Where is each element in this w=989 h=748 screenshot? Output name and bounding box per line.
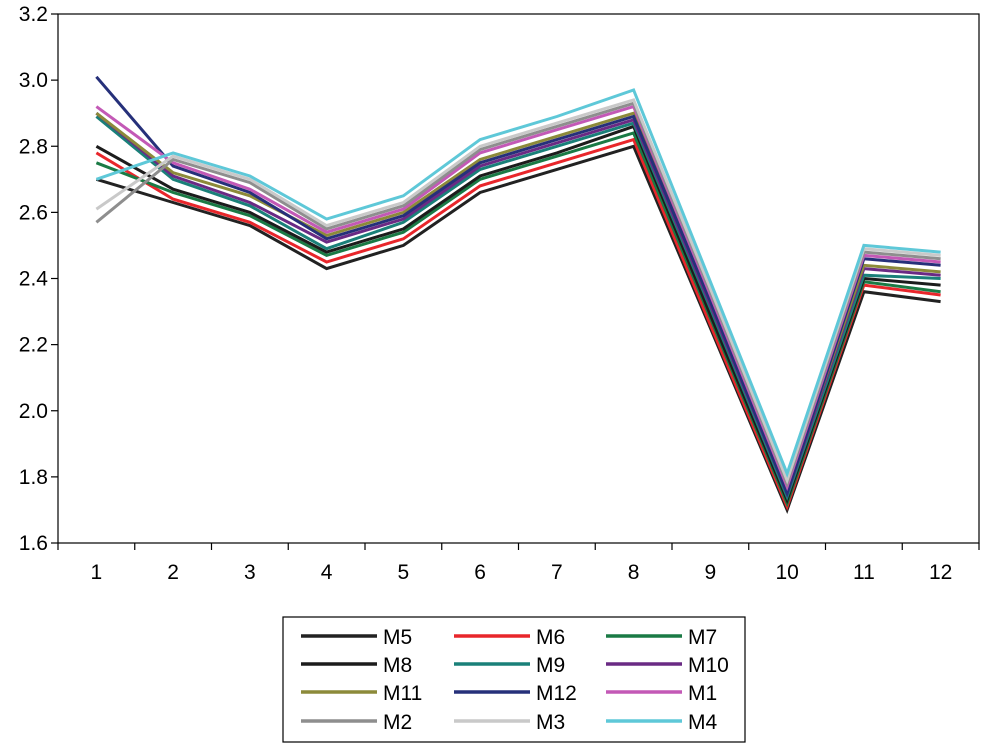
series-line-m12	[95, 75, 941, 498]
legend-label: M9	[536, 654, 565, 677]
x-tick-label: 3	[244, 561, 256, 584]
series-line-m5	[95, 144, 941, 515]
y-tick-label: 3.2	[19, 3, 48, 26]
x-tick-label: 6	[474, 561, 486, 584]
x-tick-label: 2	[167, 561, 179, 584]
y-axis: 1.6 1.8 2.0 2.2 2.4 2.6 2.8 3.0 3.2	[19, 3, 58, 555]
y-tick-label: 2.8	[19, 135, 48, 158]
y-tick-label: 1.8	[19, 466, 48, 489]
legend: M5 M6 M7 M8 M9 M10 M11 M12 M1 M2 M3 M4	[282, 616, 746, 743]
y-tick-label: 2.2	[19, 334, 48, 357]
legend-label: M12	[536, 682, 577, 705]
legend-label: M1	[688, 682, 717, 705]
y-tick-label: 1.6	[19, 532, 48, 555]
x-tick-label: 4	[321, 561, 333, 584]
plot-area	[57, 13, 980, 544]
y-tick-label: 2.6	[19, 201, 48, 224]
x-tick-label: 11	[853, 561, 875, 584]
legend-label: M8	[383, 654, 412, 677]
legend-label: M10	[688, 654, 729, 677]
y-tick-label: 2.4	[19, 268, 49, 291]
legend-label: M5	[383, 626, 412, 649]
series-lines	[95, 75, 941, 515]
x-tick-label: 7	[551, 561, 563, 584]
y-tick-label: 2.0	[19, 400, 48, 423]
x-tick-label: 8	[628, 561, 640, 584]
x-tick-label: 1	[91, 561, 103, 584]
x-tick-label: 10	[775, 561, 798, 584]
series-line-m3	[95, 98, 941, 485]
legend-label: M2	[383, 711, 412, 734]
legend-label: M6	[536, 626, 565, 649]
x-axis: 1 2 3 4 5 6 7 8 9 10 11 12	[57, 543, 980, 584]
series-line-m4	[95, 88, 941, 478]
legend-label: M11	[383, 682, 422, 705]
x-tick-label: 9	[705, 561, 717, 584]
legend-label: M4	[688, 711, 717, 734]
x-tick-label: 5	[398, 561, 410, 584]
plot-border	[57, 13, 980, 544]
y-tick-label: 3.0	[19, 69, 48, 92]
x-tick-label: 12	[929, 561, 952, 584]
legend-label: M7	[688, 626, 717, 649]
legend-label: M3	[536, 711, 565, 734]
